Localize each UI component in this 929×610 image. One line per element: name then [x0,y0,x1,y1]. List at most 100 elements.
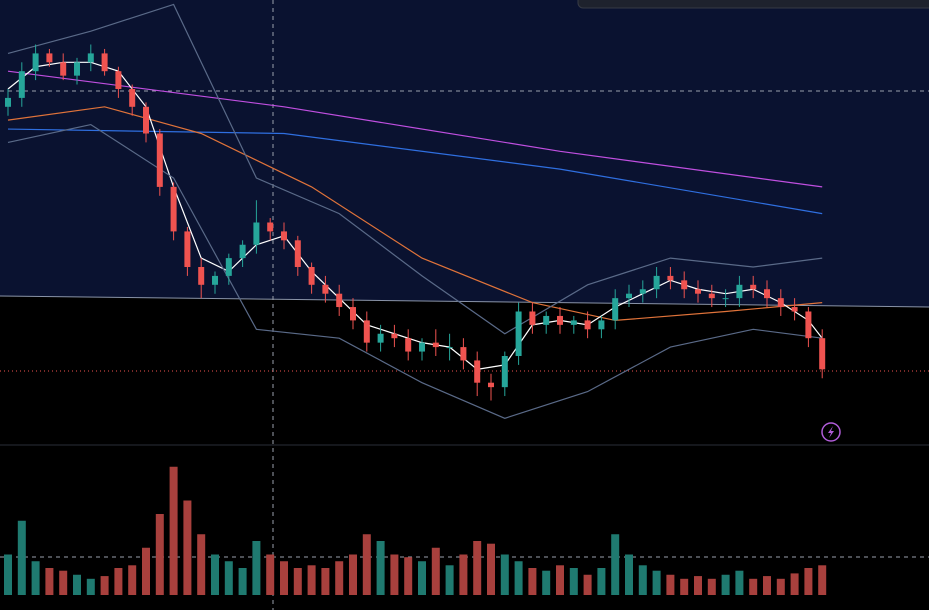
candle-body [460,347,467,361]
zone-background [0,0,929,307]
candle-body [267,222,274,232]
volume-bar [459,554,468,595]
volume-bar [349,554,357,595]
volume-bar [818,565,827,595]
volume-bar [721,574,730,595]
candle-body [225,258,232,276]
candle-body [598,320,605,330]
candle-body [115,71,122,89]
alert-bolt [828,426,834,438]
candle-body [584,320,591,330]
volume-bar [804,568,813,595]
volume-bar [114,568,123,595]
candle-body [474,360,481,383]
candle-body [129,89,136,107]
candle-body [639,289,646,294]
candle-body [446,347,453,349]
candle-body [5,97,11,107]
candle-body [294,240,301,267]
candle-body [253,222,260,245]
volume-bar [100,576,109,595]
candle-body [184,231,191,267]
plot [4,3,827,595]
volume-bar [569,568,578,595]
volume-bar [790,573,799,595]
volume-bar [666,574,675,595]
candle-body [391,333,398,339]
indicator-line [7,70,823,188]
volume-bar [238,568,247,595]
candle-body [281,231,287,241]
candle-body [239,244,246,259]
candle-body [336,293,343,308]
candle-body [764,289,770,299]
candle-body [308,267,315,285]
trend-line [0,295,929,308]
candle-body [87,53,94,63]
volume-bar [680,578,689,595]
candle-body [46,53,53,63]
volume-bar [293,568,302,595]
volume-bar [197,534,206,595]
candle-body [32,53,39,72]
candle-body [18,71,25,98]
candle-body [60,62,67,76]
volume-bar [776,578,785,595]
volume-bar [86,578,95,595]
volume-bar [224,561,233,595]
volume-bar [735,570,744,595]
candle-body [405,338,412,352]
volume-bar [542,570,551,595]
volume-bar [707,578,716,595]
candle-body [143,106,149,134]
volume-bar [307,565,316,595]
volume-bar [390,554,399,595]
indicator-line [7,3,823,335]
candle-body [350,307,356,321]
volume-bar [694,576,702,595]
volume-bar [376,541,385,595]
candle-body [101,53,108,72]
volume-bar [611,534,620,595]
volume-bar [597,568,606,595]
volume-bar [749,578,758,595]
volume-bar [473,541,482,595]
candle-body [156,133,163,187]
candle-body [570,320,577,325]
volume-bar [59,570,68,595]
volume-bar [45,568,54,595]
volume-bar [431,547,440,595]
volume-bar [528,568,537,595]
candle-body [322,284,329,294]
volume-bar [445,565,454,595]
candle-body [667,275,674,281]
candle-body [612,298,619,321]
candle-body [777,298,784,308]
candle-body [653,275,660,290]
volume-bar [169,466,178,595]
volume-bar [73,574,81,595]
volume-bar [418,561,426,595]
candle-body [736,284,743,299]
indicator-line [7,123,823,419]
candle-body [805,311,812,339]
volume-bar [625,554,633,595]
volume-bar [155,514,164,595]
candle-body [819,338,826,370]
candle-body [515,311,522,356]
alert-icon[interactable] [821,422,841,442]
candle-body [791,307,798,312]
volume-bar [183,500,192,595]
volume-bar [335,561,344,595]
candle-body [543,315,550,325]
toolbar[interactable] [577,0,929,9]
volume-bar [211,554,219,595]
candle-body [170,186,177,232]
volume-bar [4,554,12,595]
volume-bar [17,520,26,595]
candle-body [557,315,563,325]
volume-bar [128,565,137,595]
volume-bar [252,541,261,595]
